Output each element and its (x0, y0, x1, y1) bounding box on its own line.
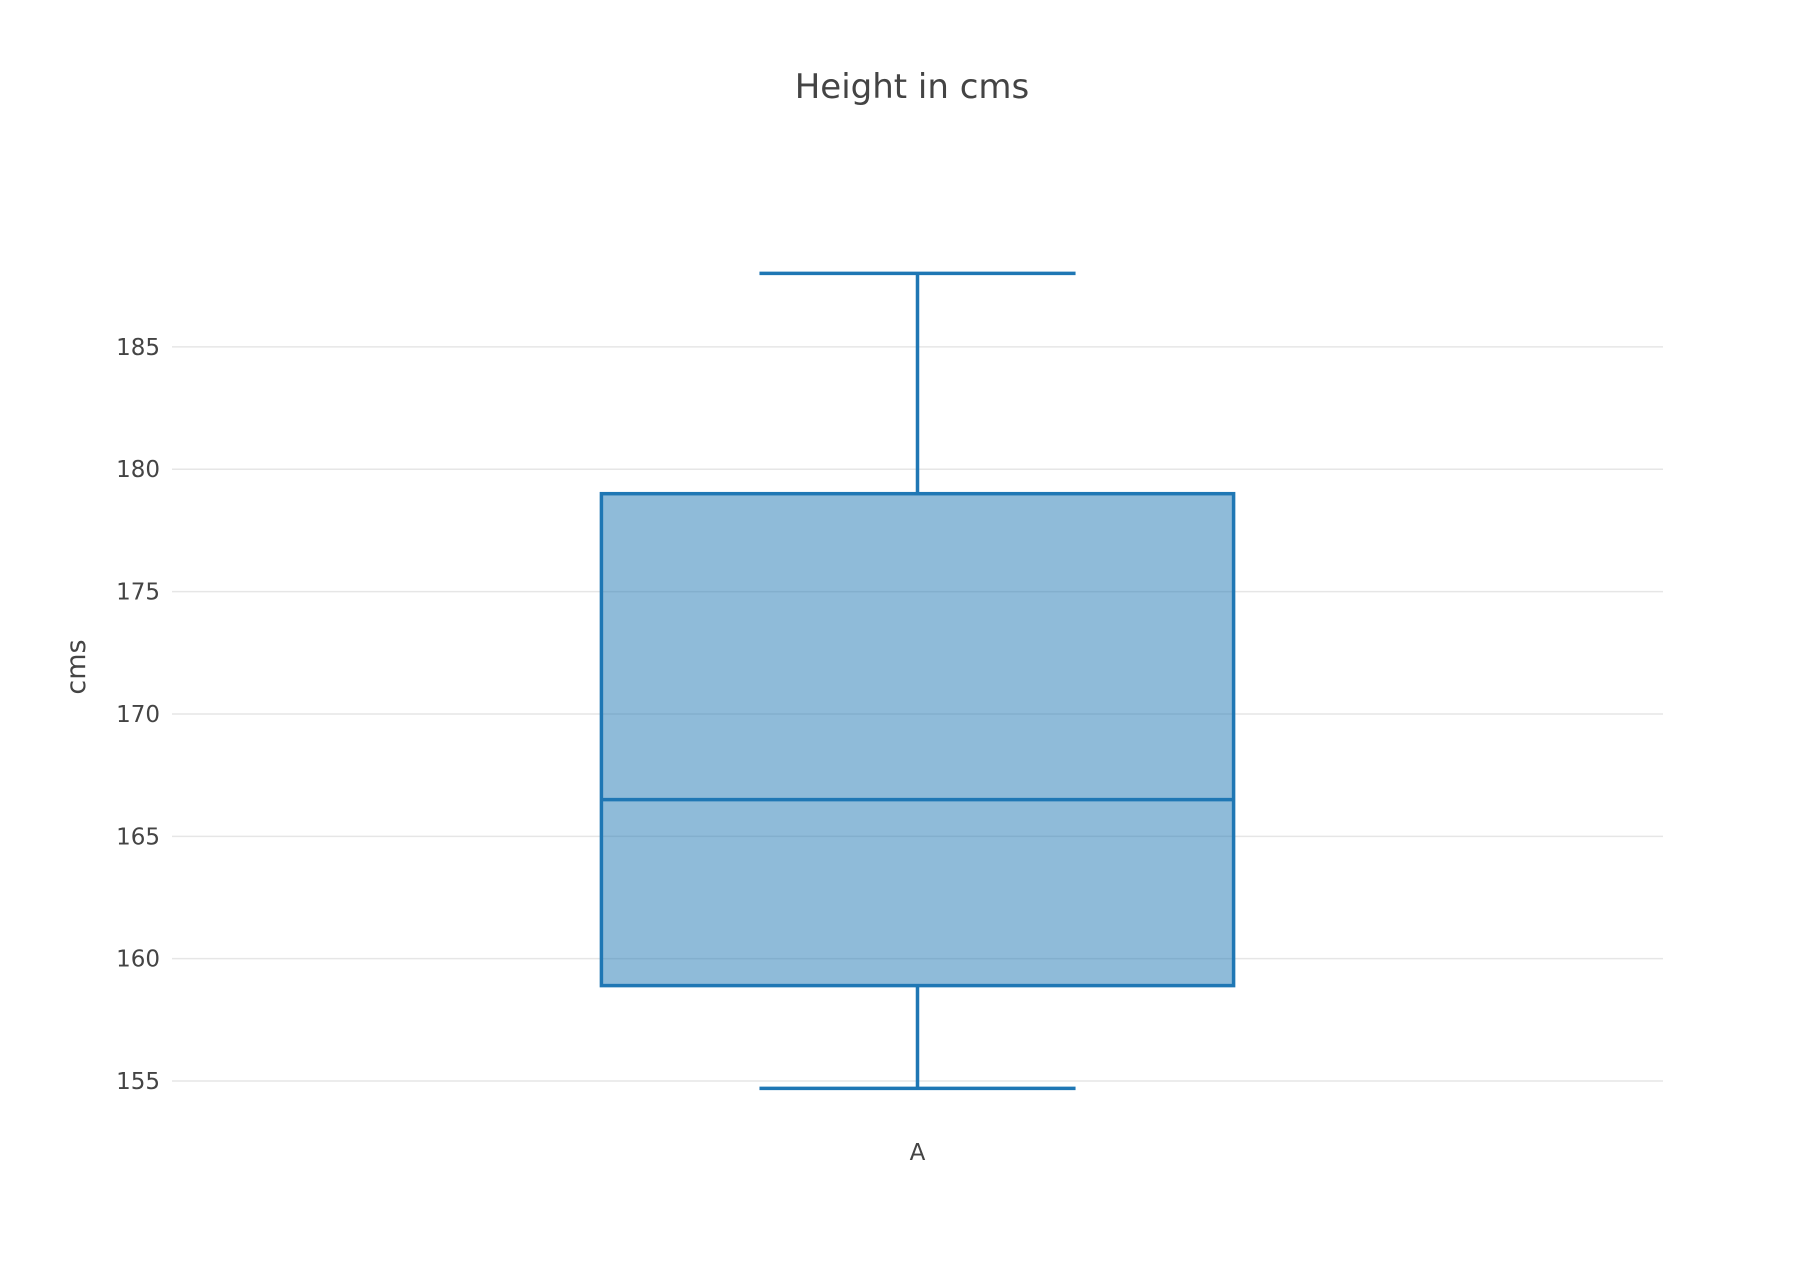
y-tick-label: 180 (116, 457, 160, 483)
box-plot-area (599, 271, 1236, 1091)
iqr-box (599, 491, 1236, 988)
y-tick-label: 155 (116, 1069, 160, 1095)
x-tick-label: A (910, 1140, 926, 1166)
y-tick-label: 165 (116, 824, 160, 850)
y-axis-title: cms (61, 639, 92, 694)
chart-title: Height in cms (795, 67, 1030, 107)
x-axis-ticks: A (910, 1140, 926, 1166)
y-axis-ticks: 155 160 165 170 175 180 185 (116, 335, 160, 1095)
y-tick-label: 160 (116, 947, 160, 973)
y-tick-label: 175 (116, 580, 160, 606)
y-tick-label: 170 (116, 702, 160, 728)
y-tick-label: 185 (116, 335, 160, 361)
